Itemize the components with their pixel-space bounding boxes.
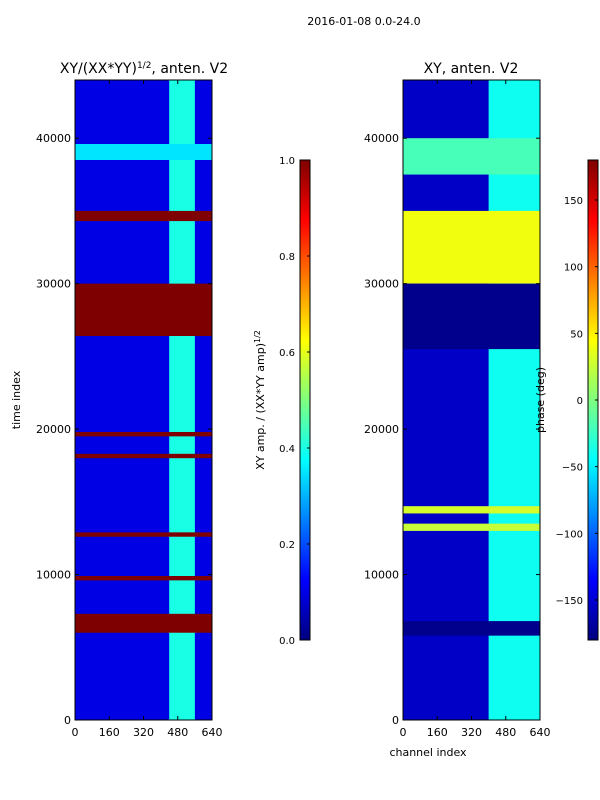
- phase-colorbar-label: phase (deg): [534, 367, 547, 433]
- phase-panel: XY, anten. V2 0 160 320 480 640 0 10000 20000 30…: [364, 61, 551, 759]
- phase-ytick-label: 10000: [364, 569, 399, 582]
- amplitude-ytick-label: 30000: [36, 278, 71, 291]
- amplitude-ytick-label: 10000: [36, 569, 71, 582]
- phase-ytick-label: 30000: [364, 278, 399, 291]
- amplitude-colorbar-tick-label: 0.8: [279, 252, 295, 263]
- amplitude-colorbar-ticks: 0.0 0.2 0.4 0.6 0.8 1.0: [279, 156, 310, 647]
- phase-colorbar-tick-label: 100: [564, 263, 583, 274]
- amplitude-colorbar-tick-label: 1.0: [279, 156, 295, 167]
- phase-heatmap-region: [403, 138, 540, 175]
- phase-xtick-label: 0: [400, 726, 407, 739]
- phase-heatmap: [403, 80, 540, 720]
- amplitude-heatmap-region: [75, 432, 212, 437]
- phase-colorbar-tick-label: −100: [556, 529, 583, 540]
- amplitude-colorbar: 0.0 0.2 0.4 0.6 0.8 1.0 XY amp. / (XX*YY amp)…: [253, 156, 311, 647]
- amplitude-xtick-label: 0: [72, 726, 79, 739]
- amplitude-ylabel: time index: [10, 370, 23, 429]
- phase-heatmap-region: [403, 506, 540, 514]
- phase-colorbar-tick-label: −150: [556, 596, 583, 607]
- phase-heatmap-region: [403, 210, 540, 284]
- amplitude-heatmap: [75, 80, 212, 720]
- amplitude-axis-ticks: 0 160 320 480 640 0 10000 20000 30000 40000: [36, 80, 223, 739]
- amplitude-panel-title: XY/(XX*YY)1/2, anten. V2: [60, 61, 228, 77]
- phase-colorbar-tick-label: 0: [577, 396, 583, 407]
- amplitude-colorbar-gradient: [299, 159, 311, 641]
- amplitude-colorbar-tick-label: 0.4: [279, 444, 295, 455]
- phase-ytick-label: 20000: [364, 423, 399, 436]
- phase-xtick-label: 640: [530, 726, 551, 739]
- amplitude-xtick-label: 640: [202, 726, 223, 739]
- amplitude-heatmap-region: [75, 576, 212, 581]
- amplitude-ytick-label: 40000: [36, 132, 71, 145]
- amplitude-heatmap-region: [75, 613, 212, 633]
- phase-xtick-label: 480: [495, 726, 516, 739]
- amplitude-ytick-label: 0: [64, 714, 71, 727]
- figure-suptitle: 2016-01-08 0.0-24.0: [307, 15, 420, 28]
- phase-ytick-label: 40000: [364, 132, 399, 145]
- amplitude-xtick-label: 320: [133, 726, 154, 739]
- amplitude-heatmap-region: [75, 532, 212, 537]
- amplitude-colorbar-tick-label: 0.2: [279, 540, 295, 551]
- amplitude-colorbar-label: XY amp. / (XX*YY amp)1/2: [253, 330, 268, 470]
- phase-ytick-label: 0: [392, 714, 399, 727]
- amplitude-ytick-label: 20000: [36, 423, 71, 436]
- phase-heatmap-region: [488, 80, 540, 720]
- amplitude-panel: XY/(XX*YY)1/2, anten. V2 0 160 320 480 640 0 1…: [10, 61, 228, 739]
- phase-xlabel: channel index: [389, 746, 467, 759]
- amplitude-xtick-label: 480: [167, 726, 188, 739]
- phase-colorbar-tick-label: 50: [570, 329, 583, 340]
- phase-panel-title: XY, anten. V2: [424, 61, 519, 77]
- phase-colorbar-ticks: −150 −100 −50 0 50 100 150: [556, 196, 598, 607]
- phase-heatmap-region: [403, 283, 540, 350]
- amplitude-heatmap-region: [75, 453, 212, 459]
- phase-heatmap-region: [403, 621, 540, 636]
- amplitude-heatmap-region: [75, 210, 212, 222]
- amplitude-heatmap-region: [75, 144, 212, 160]
- phase-xtick-label: 320: [461, 726, 482, 739]
- phase-axis-ticks: 0 160 320 480 640 0 10000 20000 30000 40000: [364, 80, 551, 739]
- phase-heatmap-region: [403, 523, 540, 531]
- amplitude-heatmap-region: [75, 283, 212, 336]
- phase-colorbar: −150 −100 −50 0 50 100 150 phase (deg): [534, 159, 599, 641]
- amplitude-heatmap-region: [169, 80, 195, 720]
- phase-xtick-label: 160: [427, 726, 448, 739]
- amplitude-colorbar-tick-label: 0.0: [279, 636, 295, 647]
- amplitude-xtick-label: 160: [99, 726, 120, 739]
- phase-colorbar-tick-label: 150: [564, 196, 583, 207]
- amplitude-colorbar-tick-label: 0.6: [279, 348, 295, 359]
- phase-colorbar-tick-label: −50: [562, 463, 583, 474]
